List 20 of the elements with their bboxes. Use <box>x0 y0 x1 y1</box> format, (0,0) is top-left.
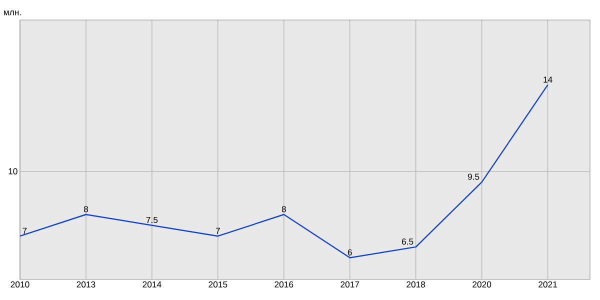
x-tick-label: 2016 <box>274 281 294 288</box>
ref-line-label: 10 <box>8 168 18 174</box>
x-tick-label: 2014 <box>142 281 162 288</box>
x-tick-label: 2018 <box>406 281 426 288</box>
data-label: 7.5 <box>146 216 158 224</box>
x-tick-label: 2013 <box>76 281 96 288</box>
x-tick-label: 2020 <box>472 281 492 288</box>
data-label: 14 <box>544 76 552 83</box>
data-label: 6 <box>348 249 352 256</box>
data-label: 8 <box>282 206 286 212</box>
x-tick-label: 2017 <box>340 281 360 288</box>
x-tick-label: 2021 <box>538 281 557 288</box>
x-tick-label: 2015 <box>208 281 228 288</box>
data-label: 9.5 <box>468 174 480 180</box>
data-label: 7 <box>216 228 220 234</box>
y-axis-title: млн. <box>4 10 21 16</box>
data-label: 8 <box>84 206 88 212</box>
data-label: 6.5 <box>402 238 414 245</box>
x-tick-label: 2010 <box>10 281 30 288</box>
data-label: 7 <box>22 228 27 234</box>
